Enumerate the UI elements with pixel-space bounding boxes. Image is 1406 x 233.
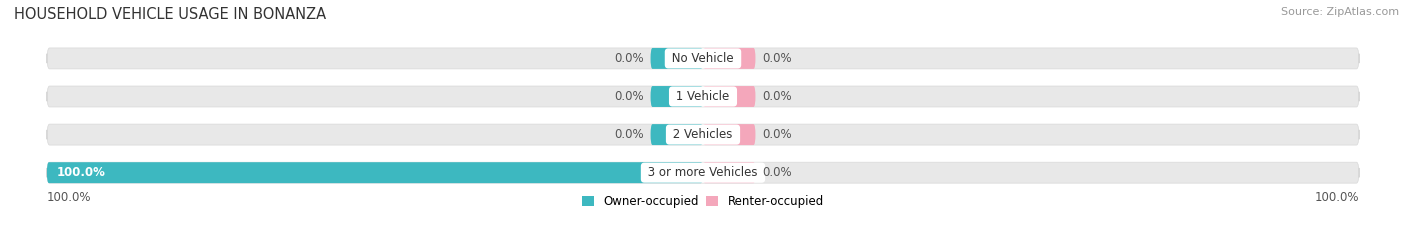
- Text: 100.0%: 100.0%: [1315, 191, 1360, 204]
- FancyBboxPatch shape: [46, 124, 1360, 145]
- Text: No Vehicle: No Vehicle: [668, 52, 738, 65]
- FancyBboxPatch shape: [46, 48, 1360, 69]
- FancyBboxPatch shape: [46, 162, 703, 183]
- FancyBboxPatch shape: [651, 48, 703, 69]
- FancyBboxPatch shape: [703, 162, 755, 183]
- Text: 0.0%: 0.0%: [762, 166, 792, 179]
- FancyBboxPatch shape: [651, 86, 703, 107]
- FancyBboxPatch shape: [703, 124, 755, 145]
- FancyBboxPatch shape: [651, 124, 703, 145]
- Text: 0.0%: 0.0%: [762, 52, 792, 65]
- FancyBboxPatch shape: [46, 86, 1360, 107]
- FancyBboxPatch shape: [703, 86, 755, 107]
- Text: 0.0%: 0.0%: [614, 128, 644, 141]
- Text: HOUSEHOLD VEHICLE USAGE IN BONANZA: HOUSEHOLD VEHICLE USAGE IN BONANZA: [14, 7, 326, 22]
- Text: 100.0%: 100.0%: [56, 166, 105, 179]
- Text: 0.0%: 0.0%: [614, 52, 644, 65]
- Text: 0.0%: 0.0%: [762, 128, 792, 141]
- Text: 3 or more Vehicles: 3 or more Vehicles: [644, 166, 762, 179]
- Text: 0.0%: 0.0%: [614, 90, 644, 103]
- Text: 0.0%: 0.0%: [762, 90, 792, 103]
- Legend: Owner-occupied, Renter-occupied: Owner-occupied, Renter-occupied: [582, 195, 824, 208]
- Text: 2 Vehicles: 2 Vehicles: [669, 128, 737, 141]
- FancyBboxPatch shape: [703, 48, 755, 69]
- Text: Source: ZipAtlas.com: Source: ZipAtlas.com: [1281, 7, 1399, 17]
- FancyBboxPatch shape: [46, 162, 1360, 183]
- Text: 100.0%: 100.0%: [46, 191, 91, 204]
- Text: 1 Vehicle: 1 Vehicle: [672, 90, 734, 103]
